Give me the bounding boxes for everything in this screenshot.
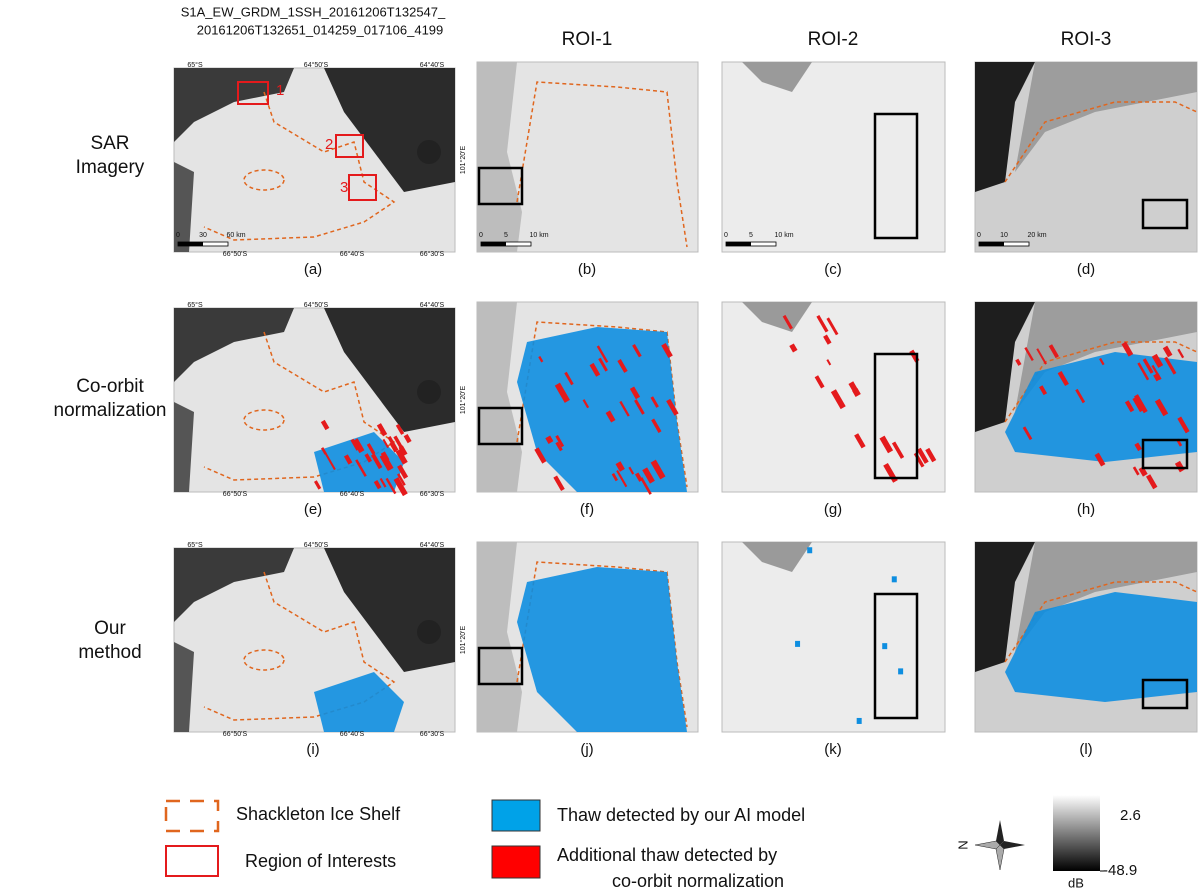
legend-swatch <box>166 846 218 876</box>
legend-text: Additional thaw detected by <box>557 845 777 865</box>
map-coordinate: 65°S <box>187 541 203 549</box>
panel-label: (h) <box>1077 501 1095 518</box>
scale-label: 30 <box>199 232 207 239</box>
map-coordinate: 65°S <box>187 61 203 69</box>
map-coordinate: 66°40'S <box>340 490 365 498</box>
scale-bar <box>481 242 506 246</box>
legend-swatch <box>492 846 540 878</box>
legend-text: co-orbit normalization <box>612 871 784 891</box>
map-coordinate: 64°50'S <box>304 541 329 549</box>
scale-bar <box>178 242 203 246</box>
map-coordinate: 64°40'S <box>420 301 445 309</box>
map-coordinate: 66°40'S <box>340 250 365 258</box>
legend-swatch <box>492 800 540 831</box>
thaw-ai <box>882 643 887 649</box>
legend-text: Shackleton Ice Shelf <box>236 804 401 824</box>
row-label: Imagery <box>76 157 145 178</box>
row-label: Co-orbit <box>76 376 144 397</box>
scale-label: 0 <box>724 232 728 239</box>
map-coordinate: 66°30'S <box>420 490 445 498</box>
feature <box>417 380 441 404</box>
scale-label: 5 <box>504 232 508 239</box>
scale-label: 5 <box>749 232 753 239</box>
roi-label: 1 <box>276 82 284 99</box>
column-title: ROI-2 <box>808 29 859 50</box>
page: S1A_EW_GRDM_1SSH_20161206T132547_ 201612… <box>0 0 1200 894</box>
panel-label: (i) <box>306 741 319 758</box>
compass <box>975 820 1025 870</box>
map-coordinate: 64°40'S <box>420 541 445 549</box>
legend-text: Region of Interests <box>245 851 396 871</box>
thaw-ai <box>857 718 862 724</box>
column-title: ROI-1 <box>562 29 613 50</box>
scale-label: 0 <box>977 232 981 239</box>
panel-label: (a) <box>304 261 322 278</box>
scale-bar <box>979 242 1004 246</box>
scale-label: 10 km <box>529 232 548 239</box>
map-coordinate: 66°30'S <box>420 730 445 738</box>
thaw-ai <box>795 641 800 647</box>
map-coordinate: 66°50'S <box>223 490 248 498</box>
row-label: method <box>78 642 141 663</box>
filename: 20161206T132651_014259_017106_4199 <box>197 22 444 37</box>
map-coordinate: 64°40'S <box>420 61 445 69</box>
panel-label: (e) <box>304 501 322 518</box>
scale-label: 0 <box>176 232 180 239</box>
compass-label: N <box>955 840 970 849</box>
image-panel <box>722 542 945 732</box>
colorbar-max: 2.6 <box>1120 807 1141 824</box>
map-coordinate: 65°S <box>187 301 203 309</box>
map-coordinate: 66°50'S <box>223 250 248 258</box>
map-coordinate: 64°50'S <box>304 61 329 69</box>
column-title: ROI-3 <box>1061 29 1112 50</box>
colorbar-min: -48.9 <box>1103 862 1137 879</box>
panel-label: (l) <box>1079 741 1092 758</box>
map-coordinate: 101°20'E <box>459 146 467 175</box>
feature <box>417 620 441 644</box>
panel-label: (k) <box>824 741 842 758</box>
colorbar-unit: dB <box>1068 875 1084 890</box>
panel-label: (j) <box>580 741 593 758</box>
filename: S1A_EW_GRDM_1SSH_20161206T132547_ <box>181 4 446 19</box>
panel-label: (c) <box>824 261 842 278</box>
legend-swatch <box>166 801 218 831</box>
map-coordinate: 66°50'S <box>223 730 248 738</box>
thaw-ai <box>898 668 903 674</box>
scale-bar <box>726 242 751 246</box>
panel-label: (f) <box>580 501 594 518</box>
scale-label: 10 <box>1000 232 1008 239</box>
row-label: SAR <box>90 133 129 154</box>
roi-label: 3 <box>340 179 348 196</box>
map-coordinate: 101°20'E <box>459 626 467 655</box>
map-coordinate: 66°40'S <box>340 730 365 738</box>
figure: S1A_EW_GRDM_1SSH_20161206T132547_ 201612… <box>0 0 1200 894</box>
scale-label: 10 km <box>774 232 793 239</box>
map-coordinate: 64°50'S <box>304 301 329 309</box>
row-label: normalization <box>54 400 167 421</box>
feature <box>417 140 441 164</box>
panel-label: (d) <box>1077 261 1095 278</box>
image-panel <box>722 62 945 252</box>
map-coordinate: 101°20'E <box>459 386 467 415</box>
scale-label: 20 km <box>1027 232 1046 239</box>
map-coordinate: 66°30'S <box>420 250 445 258</box>
scale-label: 0 <box>479 232 483 239</box>
colorbar <box>1053 795 1100 871</box>
panel-label: (b) <box>578 261 596 278</box>
legend-text: Thaw detected by our AI model <box>557 805 805 825</box>
roi-label: 2 <box>325 136 333 153</box>
thaw-ai <box>807 547 812 553</box>
row-label: Our <box>94 618 126 639</box>
panel-label: (g) <box>824 501 842 518</box>
thaw-ai <box>892 576 897 582</box>
scale-label: 60 km <box>226 232 245 239</box>
